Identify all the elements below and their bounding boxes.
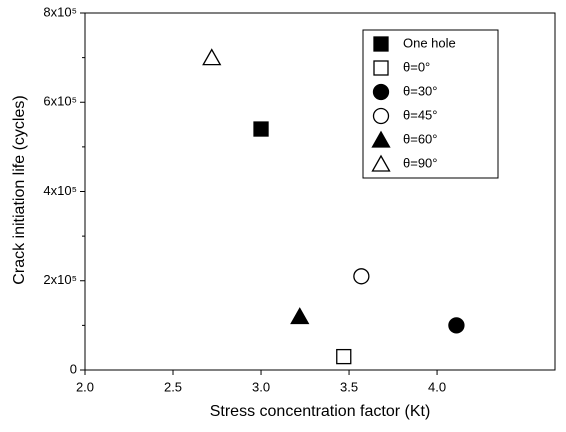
point [336,348,352,365]
point [290,307,310,325]
point [253,121,269,137]
x-tick-label: 3.5 [340,379,358,394]
point [448,317,465,334]
x-tick-label: 2.0 [76,379,94,394]
legend-label: θ=60° [403,131,437,146]
legend-label: θ=30° [403,83,437,98]
y-tick-label: 8x10⁵ [43,4,77,19]
legend-label: θ=90° [403,155,437,170]
legend-label: θ=45° [403,107,437,122]
y-tick-label: 2x10⁵ [43,272,77,287]
x-tick-label: 4.0 [428,379,446,394]
y-axis-label: Crack initiation life (cycles) [11,95,28,284]
y-tick-label: 6x10⁵ [43,94,77,109]
legend-box [362,29,499,179]
x-tick-label: 3.0 [252,379,270,394]
legend-label: One hole [403,35,456,50]
point [353,268,370,285]
legend-marker [371,154,391,172]
legend-marker [371,130,391,148]
legend-marker [372,107,390,125]
legend-marker [373,60,389,76]
x-axis-label: Stress concentration factor (Kt) [210,403,431,420]
point [202,48,222,66]
y-tick-label: 4x10⁵ [43,183,77,198]
legend-marker [372,83,390,101]
legend-marker [373,36,389,52]
x-tick-label: 2.5 [164,379,182,394]
y-tick-label: 0 [70,361,77,376]
legend-label: θ=0° [403,59,430,74]
